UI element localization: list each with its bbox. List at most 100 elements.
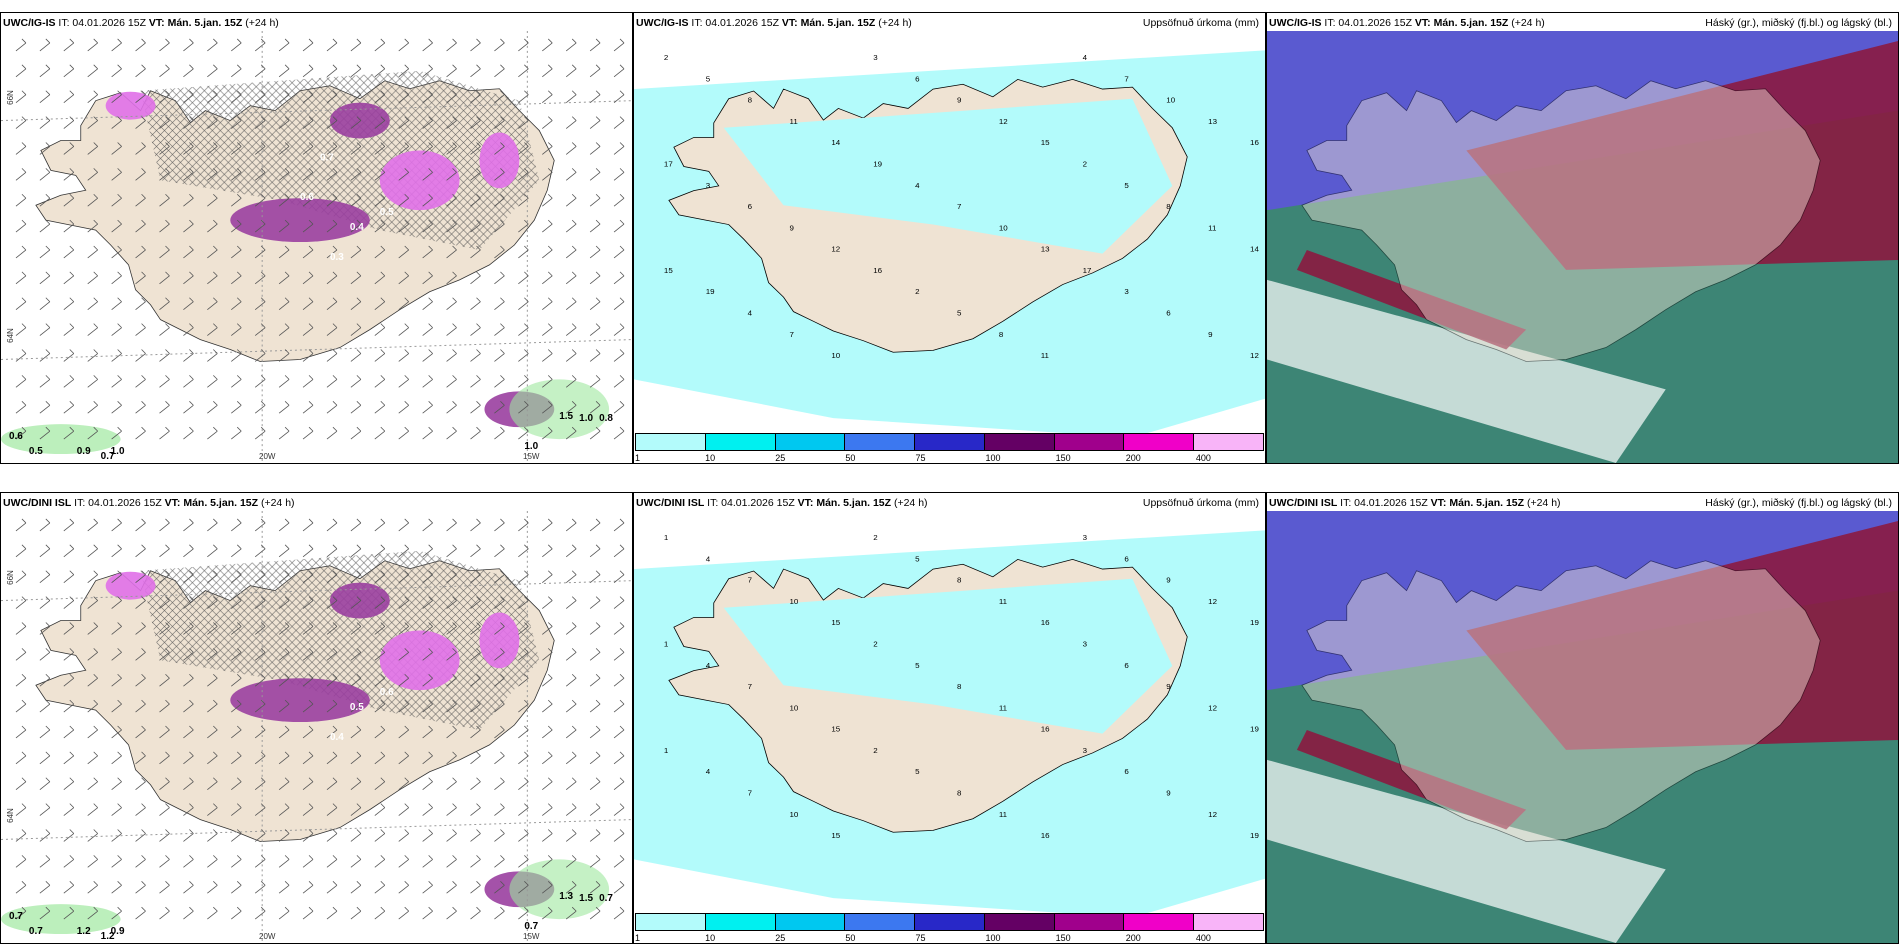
- wind-barb: [183, 349, 194, 362]
- wind-barb: [278, 570, 290, 583]
- wind-barb: [111, 193, 122, 207]
- wind-barb: [565, 90, 577, 103]
- wind-barb: [542, 38, 553, 52]
- wind-barb: [302, 401, 314, 414]
- wind-barb: [278, 803, 290, 816]
- wind-barb: [302, 168, 314, 181]
- panel-header: UWC/DINI ISL IT: 04.01.2026 15Z VT: Mán.…: [3, 495, 628, 511]
- wind-barb: [350, 38, 362, 52]
- map-area[interactable]: 0.7 0.7 1.2 1.2 0.9 0.7 1.3 1.5 0.7 0.4 0.5 0.6: [1, 511, 632, 943]
- wind-barb: [159, 64, 170, 78]
- wind-barb: [398, 622, 409, 635]
- precip-amount-label: 5: [915, 767, 920, 776]
- wind-barb: [87, 401, 98, 414]
- wind-barb: [565, 297, 577, 311]
- precip-amount-label: 15: [831, 725, 841, 734]
- wind-barb: [63, 699, 75, 713]
- wind-barb: [87, 906, 98, 920]
- wind-map-panel-top: UWC/IG-IS IT: 04.01.2026 15Z VT: Mán. 5.…: [0, 12, 633, 464]
- wind-barb: [422, 725, 433, 739]
- lat-line: [1, 100, 632, 122]
- wind-barb: [494, 906, 505, 920]
- wind-barb: [183, 219, 194, 233]
- wind-barb: [159, 90, 170, 103]
- wind-barb: [254, 271, 266, 285]
- wind-barb: [350, 193, 362, 207]
- wind-barb: [278, 426, 290, 440]
- wind-barb: [63, 855, 75, 868]
- wind-barb: [159, 375, 170, 388]
- wind-barb: [589, 518, 601, 532]
- precip-amount-label: 15: [831, 831, 841, 840]
- wind-barb: [589, 426, 601, 440]
- wind-barb: [159, 906, 170, 920]
- wind-barb: [135, 829, 146, 842]
- wind-barb: [446, 245, 457, 259]
- wind-barb: [470, 518, 481, 532]
- wind-barb: [374, 271, 386, 285]
- wind-barb: [63, 648, 75, 661]
- wind-barb: [15, 116, 27, 129]
- wind-barb: [39, 648, 51, 661]
- map-area[interactable]: 1 2 3 4 5 6 7 8 9 10 11 12 15 16 19 1 2 3 4 5 6 7 8 9 10 11 12 15 16…: [634, 511, 1265, 931]
- map-area[interactable]: 2 3 4 5 6 7 8 9 10 11 12 13 14 15 16 17 19 2 3 4 5 6 7 8 9 10 11 12…: [634, 31, 1265, 451]
- wind-barb: [565, 38, 577, 52]
- wind-barb: [565, 751, 577, 765]
- wind-barb: [111, 116, 122, 129]
- precip-amount-label: 5: [1124, 181, 1129, 190]
- wind-barb: [39, 725, 51, 739]
- wind-barb: [63, 219, 75, 233]
- wind-barb: [135, 271, 146, 285]
- wind-barb: [422, 38, 433, 52]
- wind-barb: [589, 90, 601, 103]
- precip-value-label: 0.5: [380, 207, 394, 218]
- precip-amount-label: 9: [1166, 682, 1170, 691]
- wind-barb: [542, 751, 553, 765]
- wind-barb: [302, 803, 314, 816]
- wind-barb: [350, 803, 362, 816]
- wind-barb: [422, 219, 433, 233]
- wind-barb: [374, 906, 386, 920]
- wind-barb: [518, 829, 529, 842]
- wind-barb: [135, 855, 146, 868]
- wind-barb: [231, 518, 242, 532]
- wind-barb: [589, 544, 601, 558]
- wind-barb: [278, 349, 290, 362]
- colorbar: [635, 913, 1265, 931]
- wind-barb: [446, 271, 457, 285]
- wind-barb: [231, 699, 242, 713]
- wind-barb: [350, 725, 362, 739]
- wind-barb: [470, 38, 481, 52]
- wind-barb: [63, 64, 75, 78]
- map-area[interactable]: [1267, 31, 1898, 463]
- precip-amount-label: 10: [999, 223, 1008, 232]
- wind-barb: [518, 193, 529, 207]
- wind-barb: [374, 90, 386, 103]
- wind-barb: [326, 570, 338, 583]
- wind-barb: [326, 906, 338, 920]
- colorbar-swatch: [635, 913, 706, 931]
- wind-barb: [15, 829, 27, 842]
- cloud-map-panel-bottom: UWC/DINI ISL IT: 04.01.2026 15Z VT: Mán.…: [1266, 492, 1899, 944]
- wind-barb: [326, 426, 338, 440]
- panel-title: Uppsöfnuð úrkoma (mm): [1142, 497, 1259, 509]
- wind-barb: [111, 323, 122, 336]
- wind-barb: [39, 906, 51, 920]
- wind-barb: [422, 245, 433, 259]
- wind-barb: [183, 297, 194, 311]
- wind-barb: [374, 245, 386, 259]
- wind-barb: [542, 90, 553, 103]
- wind-barb: [254, 596, 266, 609]
- map-area[interactable]: 0.6 0.5 0.9 0.7 1.0 1.0 1.5 1.0 0.8 0.3 0.4 0.5 0.6 0…: [1, 31, 632, 463]
- wind-barb: [565, 725, 577, 739]
- precip-blob: [105, 91, 156, 120]
- wind-barb: [518, 855, 529, 868]
- wind-barb: [422, 142, 433, 155]
- wind-barb: [207, 777, 218, 791]
- model-name: UWC/IG-IS: [1269, 17, 1322, 29]
- map-area[interactable]: [1267, 511, 1898, 943]
- colorbar-swatch: [705, 433, 776, 451]
- wind-barb: [350, 622, 362, 635]
- wind-barb: [39, 622, 51, 635]
- wind-barb: [254, 142, 266, 155]
